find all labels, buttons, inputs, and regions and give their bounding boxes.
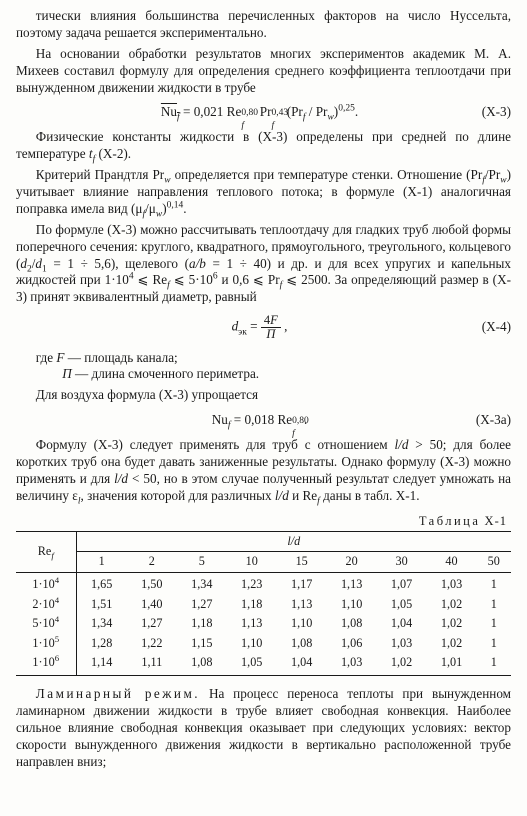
table-cell: 1,07 bbox=[377, 572, 427, 594]
laminar-heading: Ламинарный режим. bbox=[36, 686, 200, 701]
table-cell: 1 bbox=[477, 572, 512, 594]
para-air: Для воздуха формула (X-3) упрощается bbox=[16, 387, 511, 404]
table-cell: 1,05 bbox=[227, 653, 277, 675]
table-cell: 1,34 bbox=[177, 572, 227, 594]
table-cell: 1,08 bbox=[277, 634, 327, 654]
table-cell: 1,03 bbox=[377, 634, 427, 654]
table-cell: 1,13 bbox=[327, 572, 377, 594]
table-cell: 1 bbox=[477, 653, 512, 675]
page: тически влияния большинства перечисленны… bbox=[0, 0, 527, 816]
table-row: 5·1041,341,271,181,131,101,081,041,021 bbox=[16, 614, 511, 634]
table-header-ldcol: 30 bbox=[377, 552, 427, 573]
table-cell: 1,23 bbox=[227, 572, 277, 594]
table-row: 1·1041,651,501,341,231,171,131,071,031 bbox=[16, 572, 511, 594]
table-cell: 1,15 bbox=[177, 634, 227, 654]
table-cell: 1,05 bbox=[377, 595, 427, 615]
para-1: тически влияния большинства перечисленны… bbox=[16, 8, 511, 42]
para-7: Ламинарный режим. На процесс переноса те… bbox=[16, 686, 511, 770]
equation-x3a-num: (X-3а) bbox=[463, 412, 511, 429]
table-header-ldcol: 40 bbox=[427, 552, 477, 573]
table-cell: 1 bbox=[477, 634, 512, 654]
para-2: На основании обработки результатов многи… bbox=[16, 46, 511, 97]
table-cell: 1,22 bbox=[127, 634, 177, 654]
equation-x4-body: dэк = 4FП , bbox=[56, 314, 463, 341]
table-caption: Таблица X-1 bbox=[16, 513, 507, 529]
table-header-ldcol: 50 bbox=[477, 552, 512, 573]
equation-x3-num: (X-3) bbox=[463, 104, 511, 121]
table-cell: 1,27 bbox=[127, 614, 177, 634]
para-4: Критерий Прандтля Prw определяется при т… bbox=[16, 167, 511, 218]
table-cell: 1,03 bbox=[327, 653, 377, 675]
table-cell: 1,13 bbox=[277, 595, 327, 615]
table-cell: 1 bbox=[477, 614, 512, 634]
table-cell: 1,02 bbox=[377, 653, 427, 675]
table-header-ldcol: 1 bbox=[76, 552, 127, 573]
table-cell: 1,02 bbox=[427, 614, 477, 634]
table-x1: Ref l/d 125101520304050 1·1041,651,501,3… bbox=[16, 531, 511, 676]
equation-x3a: Nuf = 0,018 Re0,80f. (X-3а) bbox=[16, 412, 511, 429]
table-cell: 1,10 bbox=[327, 595, 377, 615]
table-cell-re: 1·106 bbox=[16, 653, 76, 675]
table-cell-re: 2·104 bbox=[16, 595, 76, 615]
table-cell: 1,11 bbox=[127, 653, 177, 675]
table-cell: 1,17 bbox=[277, 572, 327, 594]
table-cell: 1,13 bbox=[227, 614, 277, 634]
equation-x3: Nuf = 0,021 Re0,80f Pr0,43f (Prf / Prw)0… bbox=[16, 104, 511, 121]
const-c2: 0,018 bbox=[245, 412, 275, 427]
table-cell: 1,01 bbox=[427, 653, 477, 675]
equation-x3-body: Nuf = 0,021 Re0,80f Pr0,43f (Prf / Prw)0… bbox=[56, 104, 463, 121]
table-header-ldcol: 5 bbox=[177, 552, 227, 573]
table-cell: 1,04 bbox=[277, 653, 327, 675]
table-cell: 1,02 bbox=[427, 634, 477, 654]
table-row: 1·1051,281,221,151,101,081,061,031,021 bbox=[16, 634, 511, 654]
table-cell-re: 1·104 bbox=[16, 572, 76, 594]
table-header-ldcol: 10 bbox=[227, 552, 277, 573]
table-cell-re: 5·104 bbox=[16, 614, 76, 634]
table-header-ldcol: 15 bbox=[277, 552, 327, 573]
table-cell: 1,10 bbox=[227, 634, 277, 654]
table-header-ld: l/d bbox=[76, 531, 511, 552]
table-cell: 1,34 bbox=[76, 614, 127, 634]
equation-x3a-body: Nuf = 0,018 Re0,80f. bbox=[56, 412, 463, 429]
table-cell: 1 bbox=[477, 595, 512, 615]
table-cell: 1,08 bbox=[327, 614, 377, 634]
table-cell: 1,03 bbox=[427, 572, 477, 594]
table-header-ldcol: 20 bbox=[327, 552, 377, 573]
equation-x4: dэк = 4FП , (X-4) bbox=[16, 314, 511, 341]
table-cell: 1,04 bbox=[377, 614, 427, 634]
table-header-re: Ref bbox=[16, 531, 76, 572]
para-5: По формуле (X-3) можно рассчитывать тепл… bbox=[16, 222, 511, 306]
table-cell: 1,10 bbox=[277, 614, 327, 634]
table-cell: 1,14 bbox=[76, 653, 127, 675]
table-cell: 1,02 bbox=[427, 595, 477, 615]
table-header-ldcol: 2 bbox=[127, 552, 177, 573]
table-cell: 1,65 bbox=[76, 572, 127, 594]
para-3: Физические константы жидкости в (X-3) оп… bbox=[16, 129, 511, 163]
table-cell: 1,08 bbox=[177, 653, 227, 675]
table-cell: 1,51 bbox=[76, 595, 127, 615]
table-cell: 1,40 bbox=[127, 595, 177, 615]
table-cell: 1,18 bbox=[177, 614, 227, 634]
table-row: 2·1041,511,401,271,181,131,101,051,021 bbox=[16, 595, 511, 615]
table-cell: 1,06 bbox=[327, 634, 377, 654]
table-cell: 1,27 bbox=[177, 595, 227, 615]
table-cell-re: 1·105 bbox=[16, 634, 76, 654]
table-cell: 1,28 bbox=[76, 634, 127, 654]
where-defs: где F — площадь канала; П — длина смочен… bbox=[36, 350, 511, 384]
const-c1: 0,021 bbox=[194, 104, 224, 119]
para-6: Формулу (X-3) следует применять для труб… bbox=[16, 437, 511, 505]
table-cell: 1,18 bbox=[227, 595, 277, 615]
equation-x4-num: (X-4) bbox=[463, 319, 511, 336]
table-row: 1·1061,141,111,081,051,041,031,021,011 bbox=[16, 653, 511, 675]
table-cell: 1,50 bbox=[127, 572, 177, 594]
